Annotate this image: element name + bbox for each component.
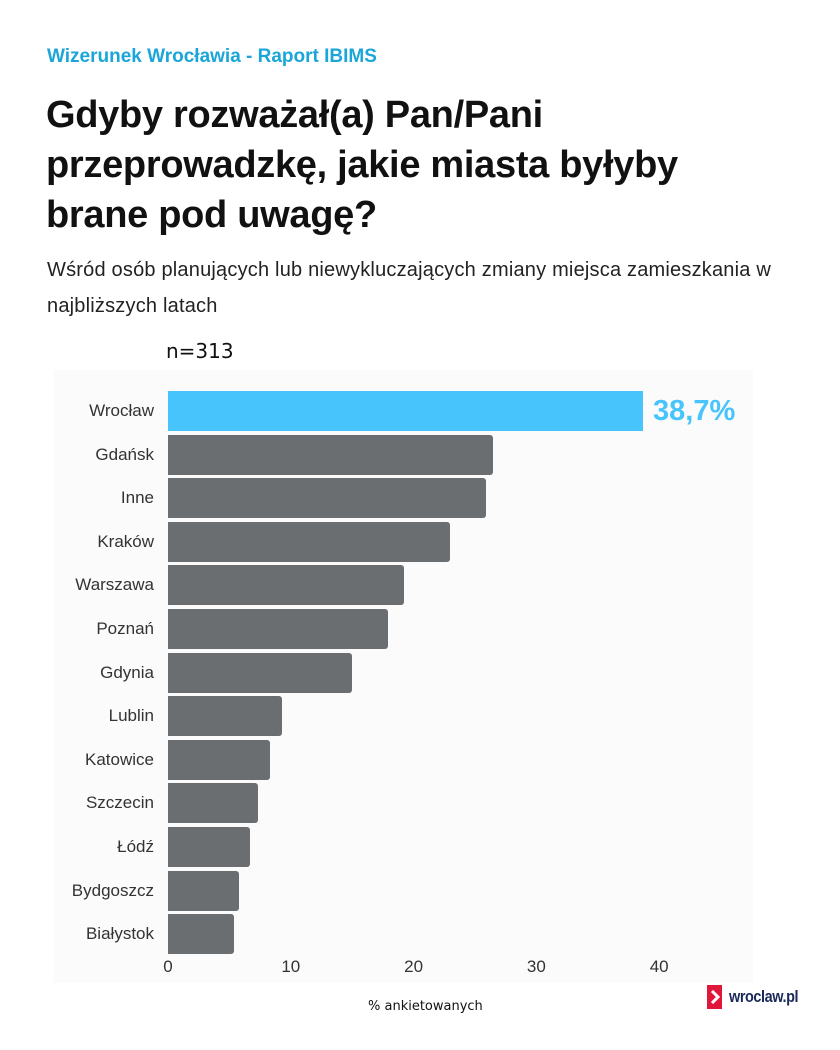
bar <box>168 653 352 693</box>
category-label: Szczecin <box>85 793 154 812</box>
page-subtitle: Wśród osób planujących lub niewykluczają… <box>47 259 771 317</box>
category-label: Białystok <box>85 924 154 943</box>
report-kicker: Wizerunek Wrocławia - Raport IBIMS <box>47 46 377 67</box>
category-label: Poznań <box>96 619 154 638</box>
category-label: Bydgoszcz <box>71 881 154 900</box>
bar <box>168 478 486 518</box>
x-tick-label: 10 <box>281 957 301 976</box>
x-tick-label: 30 <box>526 957 546 976</box>
bar <box>168 783 258 823</box>
category-label: Warszawa <box>75 575 154 594</box>
logo-text: wroclaw.pl <box>729 987 799 1006</box>
bar <box>168 391 643 431</box>
category-label: Inne <box>120 488 154 507</box>
bar <box>168 565 404 605</box>
category-label: Wrocław <box>89 401 154 420</box>
category-label: Kraków <box>97 532 154 551</box>
category-label: Gdynia <box>100 663 154 682</box>
x-axis-title: % ankietowanych <box>368 999 483 1014</box>
value-label: 38,7% <box>653 395 736 427</box>
chevron-right-icon <box>707 985 722 1009</box>
bar <box>168 827 250 867</box>
bar <box>168 609 388 649</box>
x-tick-label: 20 <box>404 957 424 976</box>
bar <box>168 871 239 911</box>
category-label: Łódź <box>117 837 154 856</box>
bar <box>168 740 270 780</box>
bar <box>168 914 234 954</box>
bar <box>168 696 282 736</box>
x-tick-label: 40 <box>649 957 669 976</box>
bar <box>168 522 450 562</box>
x-tick-label: 0 <box>163 957 173 976</box>
category-label: Gdańsk <box>95 445 154 464</box>
page-title: Gdyby rozważał(a) Pan/Pani przeprowadzkę… <box>46 94 678 236</box>
bar <box>168 435 493 475</box>
sample-size-label: n=313 <box>166 339 234 363</box>
wroclaw-logo: wroclaw.pl <box>707 985 810 1009</box>
category-label: Katowice <box>85 750 154 769</box>
category-label: Lublin <box>108 706 154 725</box>
